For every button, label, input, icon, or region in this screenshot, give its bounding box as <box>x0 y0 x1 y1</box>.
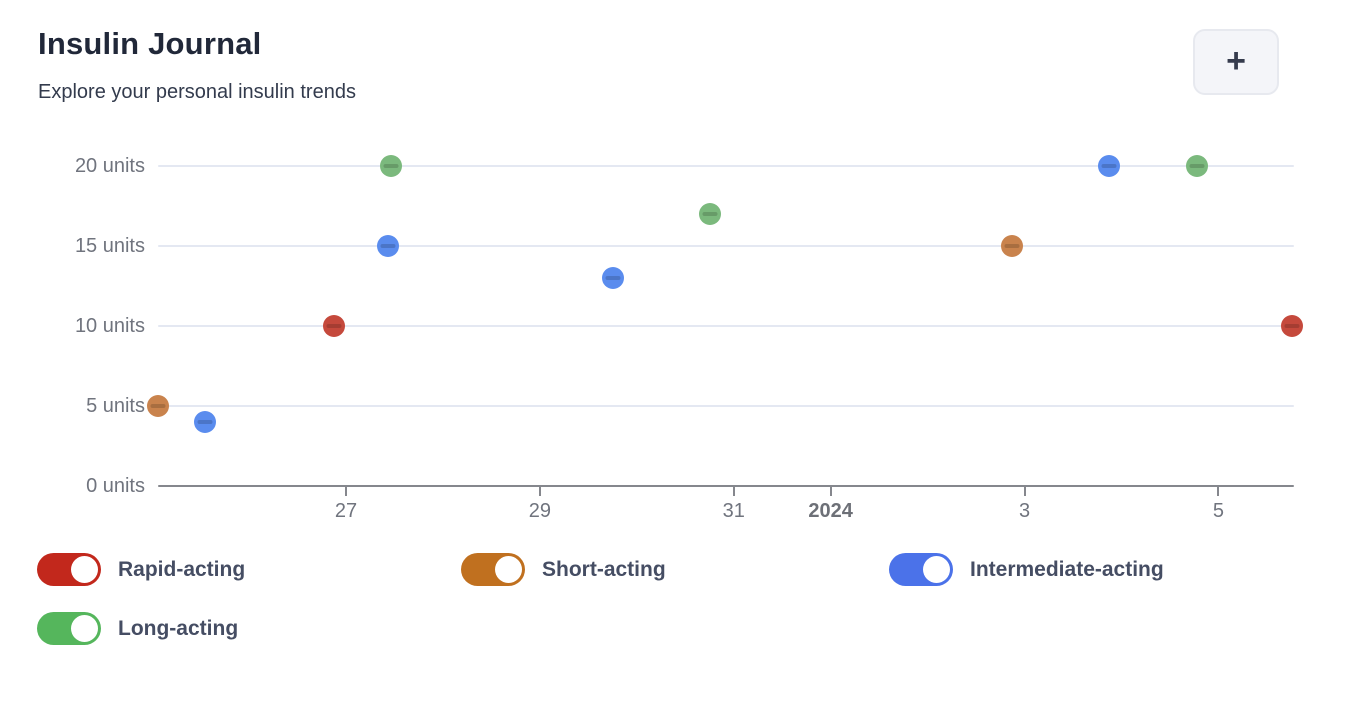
legend-label: Rapid-acting <box>118 557 246 581</box>
gridline <box>158 325 1294 327</box>
x-axis-tick <box>538 487 541 496</box>
data-point-dash <box>1284 324 1300 328</box>
x-axis-label: 31 <box>722 500 745 522</box>
x-axis-tick <box>732 487 735 496</box>
data-point-dash <box>605 276 621 280</box>
data-point-dash <box>150 404 166 408</box>
data-point-rapid-acting[interactable] <box>323 315 346 337</box>
x-axis-label: 27 <box>334 500 358 522</box>
data-point-dash <box>1189 164 1205 168</box>
y-axis-label: 15 units <box>74 235 145 257</box>
legend-item-rapid-acting: Rapid-acting <box>37 553 245 586</box>
data-point-long-acting[interactable] <box>379 155 402 177</box>
x-axis-label: 29 <box>528 500 552 522</box>
legend-toggle-intermediate-acting[interactable] <box>889 553 953 586</box>
legend-label: Intermediate-acting <box>970 557 1164 581</box>
y-axis-label: 20 units <box>74 155 145 177</box>
add-entry-button[interactable]: + <box>1193 29 1279 95</box>
x-axis-label: 3 <box>1018 500 1031 522</box>
x-axis-tick <box>1217 487 1220 496</box>
legend-item-long-acting: Long-acting <box>37 612 238 645</box>
data-point-dash <box>1004 244 1020 248</box>
data-point-dash <box>197 420 213 424</box>
y-axis-label: 5 units <box>86 395 145 417</box>
gridline <box>158 245 1294 247</box>
page-title: Insulin Journal <box>38 26 262 61</box>
y-axis-label: 10 units <box>74 315 145 337</box>
data-point-dash <box>702 212 718 216</box>
toggle-knob <box>495 556 522 583</box>
data-point-long-acting[interactable] <box>1186 155 1209 177</box>
data-point-intermediate-acting[interactable] <box>1097 155 1120 177</box>
y-axis-label: 0 units <box>86 475 145 497</box>
data-point-dash <box>383 164 399 168</box>
data-point-intermediate-acting[interactable] <box>601 267 624 289</box>
toggle-knob <box>71 556 98 583</box>
gridline <box>158 165 1294 167</box>
data-point-long-acting[interactable] <box>698 203 721 225</box>
x-axis-label: 2024 <box>808 500 853 522</box>
data-point-dash <box>380 244 396 248</box>
x-axis-tick <box>345 487 348 496</box>
legend-toggle-rapid-acting[interactable] <box>37 553 101 586</box>
legend-item-short-acting: Short-acting <box>461 553 666 586</box>
data-point-short-acting[interactable] <box>1000 235 1023 257</box>
legend-label: Short-acting <box>542 557 666 581</box>
legend-toggle-short-acting[interactable] <box>461 553 525 586</box>
data-point-dash <box>326 324 342 328</box>
x-axis-tick <box>829 487 832 496</box>
data-point-intermediate-acting[interactable] <box>194 411 217 433</box>
x-axis-tick <box>1023 487 1026 496</box>
legend-item-intermediate-acting: Intermediate-acting <box>889 553 1164 586</box>
toggle-knob <box>923 556 950 583</box>
data-point-rapid-acting[interactable] <box>1281 315 1304 337</box>
data-point-intermediate-acting[interactable] <box>376 235 399 257</box>
toggle-knob <box>71 615 98 642</box>
page-subtitle: Explore your personal insulin trends <box>38 81 356 103</box>
x-axis-line <box>158 485 1294 487</box>
gridline <box>158 405 1294 407</box>
legend-label: Long-acting <box>118 616 239 640</box>
insulin-scatter-chart: 0 units 5 units 10 units 15 units 20 units 27… <box>74 155 1304 522</box>
data-point-short-acting[interactable] <box>147 395 169 417</box>
legend-toggle-long-acting[interactable] <box>37 612 101 645</box>
plus-icon: + <box>1226 42 1246 80</box>
data-point-dash <box>1101 164 1117 168</box>
x-axis-label: 5 <box>1212 500 1224 522</box>
